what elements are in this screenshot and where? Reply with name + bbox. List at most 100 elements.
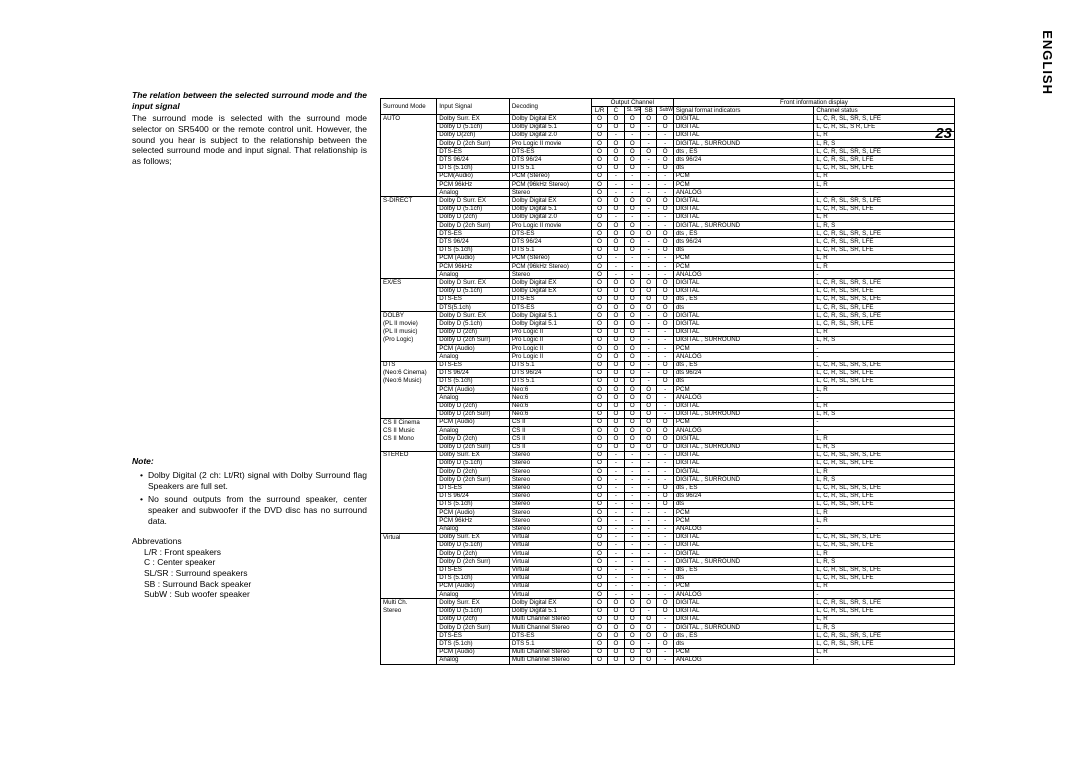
table-cell: O	[657, 295, 673, 303]
table-cell: O	[624, 353, 640, 361]
table-cell: -	[640, 205, 656, 213]
table-cell: L, C, R, SL, SR, S, LFE	[814, 484, 955, 492]
table-cell: O	[591, 558, 607, 566]
table-cell: Dolby D (2ch Surr)	[437, 443, 510, 451]
table-cell: O	[608, 640, 624, 648]
table-cell: L, R	[814, 181, 955, 189]
table-cell: Neo:6	[509, 386, 591, 394]
table-row: DTS (5.1ch)DTS 5.1OOO-OdtsL, C, R, SL, S…	[381, 246, 955, 254]
table-cell	[381, 230, 437, 238]
table-cell: -	[657, 336, 673, 344]
table-cell: DIGITAL	[673, 533, 814, 541]
table-cell: O	[591, 361, 607, 369]
table-cell: -	[640, 640, 656, 648]
table-cell: -	[608, 517, 624, 525]
table-cell: L, C, R, SL, SR, LFE	[814, 287, 955, 295]
table-cell: DTS (5.1ch)	[437, 377, 510, 385]
table-row: PCM 96kHzStereoO----PCML, R	[381, 517, 955, 525]
table-cell: O	[640, 632, 656, 640]
table-cell: O	[624, 418, 640, 426]
table-cell: DTS-ES	[437, 566, 510, 574]
table-cell: -	[624, 263, 640, 271]
table-cell: -	[640, 238, 656, 246]
table-cell: PCM	[673, 254, 814, 262]
table-row: Dolby D (5.1ch)Dolby Digital EXOOOOODIGI…	[381, 287, 955, 295]
table-cell: PCM (96kHz Stereo)	[509, 181, 591, 189]
table-cell: O	[608, 427, 624, 435]
th-front-info: Front information display	[673, 99, 954, 107]
table-cell: -	[608, 541, 624, 549]
table-row: PCM(Audio)PCM (Stereo)O----PCML, R	[381, 172, 955, 180]
table-cell: O	[608, 394, 624, 402]
table-cell: Pro Logic II	[509, 345, 591, 353]
table-cell: -	[608, 468, 624, 476]
table-cell: DTS 5.1	[509, 246, 591, 254]
table-cell: -	[657, 648, 673, 656]
table-cell: O	[657, 148, 673, 156]
table-header-row: Surround Mode Input Signal Decoding Outp…	[381, 99, 955, 107]
table-cell: L, R	[814, 131, 955, 139]
table-cell: -	[624, 451, 640, 459]
table-cell: PCM 96kHz	[437, 263, 510, 271]
table-cell	[381, 140, 437, 148]
table-row: DTS-ESDTS-ESOOOOOdts , ESL, C, R, SL, SR…	[381, 295, 955, 303]
table-cell: -	[657, 574, 673, 582]
table-cell: O	[608, 279, 624, 287]
table-cell: Dolby Digital EX	[509, 115, 591, 123]
table-row: CS II MusicAnalogCS IIOOOOOANALOG-	[381, 427, 955, 435]
table-cell: DTS-ES	[509, 148, 591, 156]
table-cell: O	[657, 599, 673, 607]
table-cell: DTS (5.1ch)	[437, 500, 510, 508]
table-cell: -	[608, 131, 624, 139]
table-cell: L, C, R, SL, SR, S, LFE	[814, 566, 955, 574]
table-cell: O	[591, 386, 607, 394]
table-cell: DIGITAL	[673, 131, 814, 139]
table-cell: -	[608, 492, 624, 500]
table-cell: Stereo	[509, 500, 591, 508]
table-cell: O	[608, 435, 624, 443]
table-cell	[381, 517, 437, 525]
th-c: C	[608, 107, 624, 115]
table-cell: DIGITAL , SURROUND	[673, 222, 814, 230]
table-cell: O	[591, 271, 607, 279]
table-cell: -	[814, 394, 955, 402]
table-cell	[381, 492, 437, 500]
table-cell: dts , ES	[673, 566, 814, 574]
table-cell	[381, 263, 437, 271]
table-cell: O	[657, 320, 673, 328]
table-cell: L, R	[814, 328, 955, 336]
table-cell: Virtual	[509, 591, 591, 599]
table-cell: Dolby D (2ch Surr)	[437, 336, 510, 344]
table-row: AnalogVirtualO----ANALOG-	[381, 591, 955, 599]
table-cell: O	[591, 607, 607, 615]
table-cell: -	[640, 369, 656, 377]
table-cell: -	[640, 484, 656, 492]
table-cell: Dolby D (2ch Surr)	[437, 624, 510, 632]
table-cell: -	[640, 181, 656, 189]
table-cell: Virtual	[509, 533, 591, 541]
table-cell: -	[657, 328, 673, 336]
table-cell: dts 96/24	[673, 238, 814, 246]
table-cell: O	[624, 320, 640, 328]
table-cell: O	[640, 304, 656, 312]
table-cell	[381, 213, 437, 221]
table-cell: O	[657, 197, 673, 205]
table-cell: O	[657, 484, 673, 492]
table-cell: Dolby Digital EX	[509, 287, 591, 295]
table-cell: Dolby Surr. EX	[437, 115, 510, 123]
table-cell: O	[591, 115, 607, 123]
th-subw: SubW	[657, 107, 673, 115]
table-row: Dolby D (2ch Surr)StereoO----DIGITAL , S…	[381, 476, 955, 484]
table-row: PCM 96kHzPCM (96kHz Stereo)O----PCML, R	[381, 181, 955, 189]
table-cell: -	[640, 336, 656, 344]
table-cell: -	[640, 509, 656, 517]
table-cell: -	[640, 541, 656, 549]
table-cell: AUTO	[381, 115, 437, 123]
table-cell: O	[608, 345, 624, 353]
table-row: Dolby D (2ch)StereoO----DIGITALL, R	[381, 468, 955, 476]
table-cell: Analog	[437, 427, 510, 435]
table-cell: -	[624, 533, 640, 541]
table-cell: DIGITAL	[673, 328, 814, 336]
table-cell: Dolby D (2ch)	[437, 402, 510, 410]
table-cell: -	[640, 459, 656, 467]
